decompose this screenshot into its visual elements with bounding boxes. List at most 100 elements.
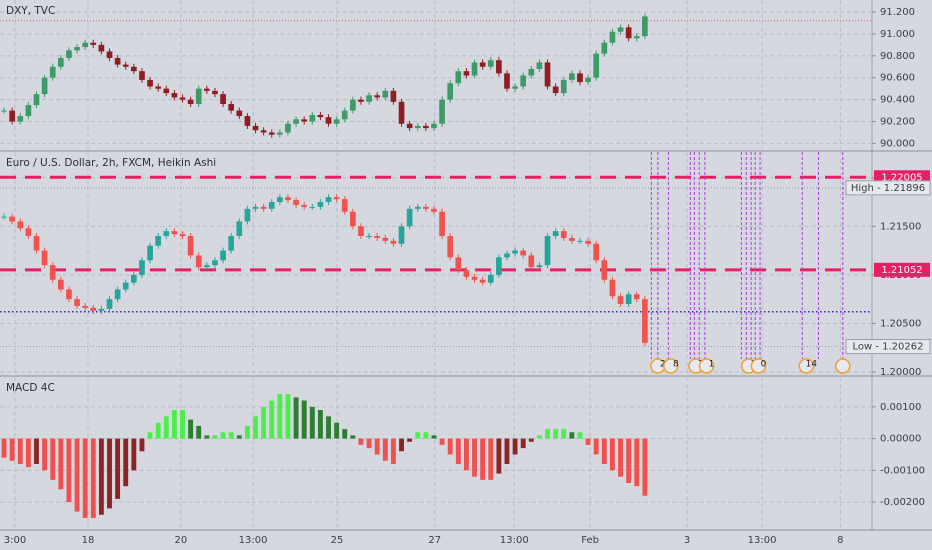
histogram-bar — [382, 438, 388, 461]
candle — [609, 31, 616, 43]
event-badge — [663, 358, 679, 374]
histogram-bar — [253, 416, 258, 439]
histogram-bar — [180, 410, 185, 439]
candle — [642, 16, 648, 37]
candle — [179, 97, 186, 100]
candle — [585, 240, 591, 244]
candle — [601, 42, 608, 54]
candle — [577, 240, 583, 242]
x-tick-label: 13:00 — [748, 535, 777, 546]
x-tick-label: 8 — [837, 535, 843, 546]
extreme-label-box — [845, 180, 931, 196]
candle — [366, 95, 372, 102]
candle — [139, 260, 145, 275]
histogram-bar — [220, 432, 226, 439]
histogram-bar — [25, 438, 31, 468]
candle — [423, 206, 429, 209]
x-tick-label: Feb — [581, 535, 599, 546]
candle — [301, 119, 308, 122]
histogram-bar — [447, 438, 453, 455]
histogram-bar — [58, 438, 64, 490]
candle — [195, 255, 202, 268]
histogram-bar — [585, 438, 591, 445]
histogram-bar — [618, 438, 623, 477]
candle — [455, 257, 462, 271]
candle — [82, 305, 89, 308]
candle — [382, 90, 389, 98]
event-badge — [698, 358, 715, 374]
panel-title: DXY, TVC — [6, 5, 55, 17]
histogram-bar — [472, 438, 477, 477]
event-badge-label: 14 — [806, 360, 818, 370]
event-badge-label: 1 — [709, 360, 715, 370]
candle — [17, 116, 24, 122]
candle — [25, 228, 32, 237]
histogram-bar — [520, 438, 526, 449]
candle — [244, 116, 251, 126]
y-tick-label: 90.000 — [880, 138, 915, 149]
histogram-bar — [561, 429, 567, 439]
candle — [350, 211, 356, 227]
candle — [220, 250, 226, 261]
histogram-bar — [82, 438, 88, 518]
candle — [398, 226, 405, 244]
histogram-bar — [34, 438, 39, 464]
histogram-bar — [601, 438, 607, 464]
histogram-bar — [609, 438, 615, 471]
candle — [455, 71, 462, 84]
candle — [642, 299, 648, 343]
level-label: 1.22005 — [881, 172, 922, 183]
histogram-bar — [309, 406, 315, 439]
candle — [577, 73, 583, 83]
candle — [390, 90, 397, 102]
candle — [41, 77, 48, 95]
candle — [309, 206, 316, 208]
candle — [625, 27, 632, 39]
candle — [585, 77, 591, 83]
candle — [447, 83, 454, 100]
candle — [204, 88, 210, 91]
candle — [236, 110, 243, 117]
histogram-bar — [244, 425, 250, 439]
candle — [122, 64, 129, 67]
candle — [447, 236, 454, 258]
candle — [114, 58, 121, 65]
histogram-bar — [634, 438, 640, 487]
extreme-label: Low - 1.20262 — [852, 342, 923, 353]
candle — [228, 236, 235, 251]
y-tick-label: 1.20500 — [880, 318, 921, 329]
candle — [49, 66, 56, 78]
candle — [512, 86, 518, 89]
candle — [244, 208, 251, 222]
candle — [544, 62, 551, 87]
x-tick-label: 27 — [428, 535, 441, 546]
candle — [569, 73, 575, 80]
histogram-bar — [545, 429, 550, 439]
candle — [25, 105, 32, 117]
panel-title: MACD 4C — [6, 382, 55, 394]
candle — [285, 123, 291, 133]
candle — [528, 68, 535, 76]
candle — [57, 279, 64, 290]
histogram-bar — [171, 410, 177, 439]
candle — [350, 99, 356, 111]
histogram-bar — [155, 422, 161, 439]
candle — [41, 250, 48, 266]
histogram-bar — [431, 435, 437, 439]
candle — [504, 73, 510, 89]
candle — [285, 197, 291, 201]
candle — [74, 47, 80, 51]
histogram-bar — [277, 394, 283, 439]
histogram-bar — [626, 438, 632, 484]
histogram-bar — [269, 400, 275, 439]
y-tick-label: 1.21500 — [880, 221, 921, 232]
candle — [212, 260, 218, 266]
histogram-bar — [399, 438, 404, 452]
candle — [463, 71, 470, 76]
histogram-bar — [407, 438, 413, 442]
candle — [317, 114, 324, 118]
candle — [195, 88, 202, 105]
candle — [74, 299, 80, 306]
histogram-bar — [553, 429, 559, 439]
event-badge — [798, 358, 815, 374]
